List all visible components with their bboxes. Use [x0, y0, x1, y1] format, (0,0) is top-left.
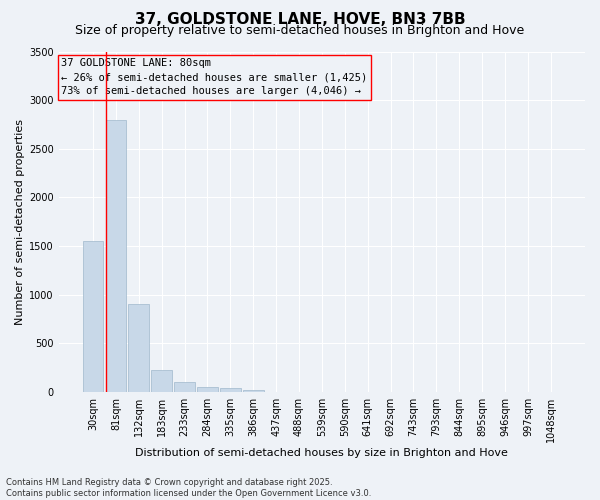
- Bar: [128, 304, 149, 392]
- Bar: [151, 370, 172, 392]
- Bar: [106, 120, 126, 392]
- Y-axis label: Number of semi-detached properties: Number of semi-detached properties: [15, 118, 25, 324]
- Bar: [243, 390, 263, 392]
- Bar: [83, 241, 103, 392]
- Bar: [220, 388, 241, 392]
- Text: Contains HM Land Registry data © Crown copyright and database right 2025.
Contai: Contains HM Land Registry data © Crown c…: [6, 478, 371, 498]
- Text: Size of property relative to semi-detached houses in Brighton and Hove: Size of property relative to semi-detach…: [76, 24, 524, 37]
- Bar: [174, 382, 195, 392]
- Text: 37, GOLDSTONE LANE, HOVE, BN3 7BB: 37, GOLDSTONE LANE, HOVE, BN3 7BB: [134, 12, 466, 28]
- Text: 37 GOLDSTONE LANE: 80sqm
← 26% of semi-detached houses are smaller (1,425)
73% o: 37 GOLDSTONE LANE: 80sqm ← 26% of semi-d…: [61, 58, 368, 96]
- Bar: [197, 387, 218, 392]
- X-axis label: Distribution of semi-detached houses by size in Brighton and Hove: Distribution of semi-detached houses by …: [136, 448, 508, 458]
